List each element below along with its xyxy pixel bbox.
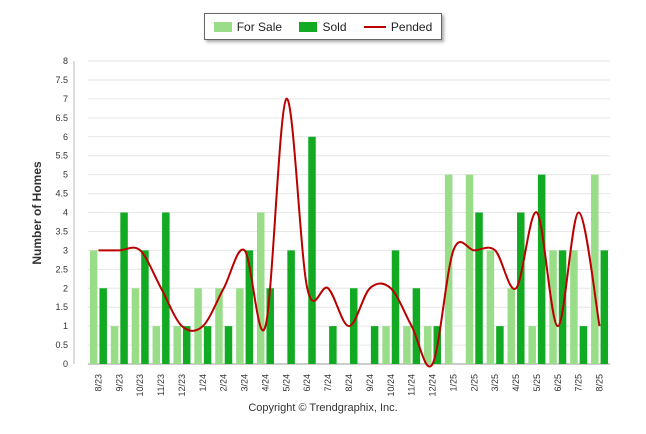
x-tick-label: 6/25 <box>553 374 563 392</box>
bar-for-sale <box>110 326 119 364</box>
bar-for-sale <box>382 326 390 364</box>
bar-for-sale <box>236 288 244 364</box>
bar-sold <box>203 326 212 364</box>
x-tick-label: 8/24 <box>344 374 354 392</box>
bar-for-sale <box>528 326 536 364</box>
y-tick-label: 3.5 <box>55 226 68 236</box>
bar-sold <box>266 288 274 364</box>
x-tick-label: 8/23 <box>93 374 103 392</box>
y-tick-label: 8 <box>63 56 68 66</box>
x-tick-label: 10/23 <box>135 374 145 397</box>
bar-sold <box>224 326 233 364</box>
bar-for-sale <box>215 288 223 364</box>
x-tick-label: 2/25 <box>469 374 479 392</box>
x-tick-label: 9/24 <box>365 374 375 392</box>
bar-sold <box>141 250 149 364</box>
bar-for-sale <box>465 174 474 364</box>
bar-for-sale <box>403 326 411 364</box>
y-tick-label: 7 <box>63 94 68 104</box>
x-tick-label: 11/23 <box>156 374 166 396</box>
x-tick-label: 1/25 <box>448 374 458 392</box>
y-tick-label: 4.5 <box>55 189 68 199</box>
bar-sold <box>391 250 400 364</box>
y-tick-label: 2.5 <box>55 264 68 274</box>
bar-sold <box>370 326 379 364</box>
x-tick-label: 2/24 <box>219 374 229 392</box>
bar-sold <box>350 288 358 364</box>
x-tick-label: 3/24 <box>240 374 250 392</box>
bar-sold <box>496 326 504 364</box>
y-tick-label: 5.5 <box>55 151 68 161</box>
bar-sold <box>600 250 609 364</box>
bar-for-sale <box>507 288 516 364</box>
x-tick-label: 12/23 <box>177 374 187 397</box>
bar-for-sale <box>194 288 202 364</box>
bar-for-sale <box>173 326 181 364</box>
bar-for-sale <box>131 288 140 364</box>
y-tick-label: 2 <box>63 283 68 293</box>
x-tick-label: 5/24 <box>281 374 291 392</box>
sold-swatch <box>299 21 318 32</box>
bar-sold <box>99 288 107 364</box>
bar-sold <box>517 212 525 364</box>
bar-sold <box>287 250 295 364</box>
bar-sold <box>412 288 421 364</box>
y-tick-label: 4 <box>63 208 68 218</box>
bar-sold <box>537 174 546 364</box>
bar-sold <box>475 212 483 364</box>
bar-sold <box>245 250 254 364</box>
x-tick-label: 9/23 <box>114 374 124 392</box>
y-tick-label: 1.5 <box>55 302 68 312</box>
bar-sold <box>120 212 128 364</box>
bar-sold <box>162 212 170 364</box>
y-tick-label: 1 <box>63 321 68 331</box>
bar-for-sale <box>486 250 495 364</box>
bar-for-sale <box>256 212 265 364</box>
x-tick-label: 7/25 <box>574 374 584 392</box>
pended-swatch <box>363 25 386 28</box>
x-tick-label: 8/25 <box>595 374 605 392</box>
bar-sold <box>308 136 316 364</box>
pended-line <box>98 97 601 368</box>
legend-label-for-sale: For Sale <box>236 19 283 34</box>
legend-item-sold: Sold <box>299 19 347 34</box>
x-tick-label: 10/24 <box>386 374 396 397</box>
y-tick-label: 5 <box>63 170 68 180</box>
y-tick-label: 7.5 <box>55 75 68 85</box>
x-tick-label: 7/24 <box>323 374 333 392</box>
legend-label-pended: Pended <box>390 19 433 34</box>
bar-sold <box>329 326 337 364</box>
x-tick-label: 4/24 <box>260 374 270 392</box>
x-tick-label: 1/24 <box>198 374 208 392</box>
y-tick-label: 6.5 <box>55 113 68 123</box>
bar-sold <box>182 326 191 364</box>
copyright-text: Copyright © Trendgraphix, Inc. <box>248 402 398 414</box>
bar-for-sale <box>570 250 578 364</box>
x-tick-label: 6/24 <box>302 374 312 392</box>
y-tick-label: 0 <box>63 359 68 369</box>
y-tick-label: 3 <box>63 245 68 255</box>
x-tick-label: 4/25 <box>511 374 521 392</box>
x-tick-label: 11/24 <box>407 374 417 396</box>
y-tick-label: 0.5 <box>55 340 68 350</box>
legend-item-for-sale: For Sale <box>213 19 283 34</box>
legend-item-pended: Pended <box>363 19 433 34</box>
bar-for-sale <box>152 326 161 364</box>
y-tick-label: 6 <box>63 132 68 142</box>
legend-label-sold: Sold <box>322 19 347 34</box>
x-tick-label: 5/25 <box>532 374 542 392</box>
for-sale-swatch <box>213 21 232 32</box>
bar-for-sale <box>89 250 98 364</box>
x-tick-label: 12/24 <box>428 374 438 397</box>
bar-for-sale <box>424 326 432 364</box>
x-tick-label: 3/25 <box>490 374 500 392</box>
bar-sold <box>579 326 588 364</box>
bar-for-sale <box>591 174 599 364</box>
chart-legend: For Sale Sold Pended <box>204 13 442 40</box>
